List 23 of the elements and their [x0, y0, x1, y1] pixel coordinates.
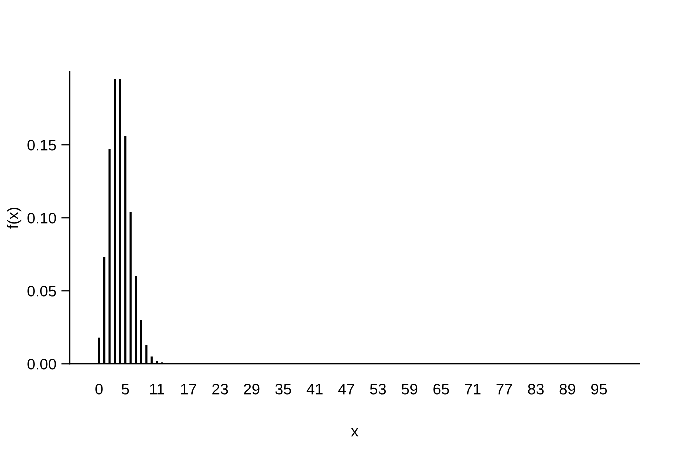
x-tick-label: 29	[244, 384, 260, 395]
y-axis-title: f(x)	[7, 208, 22, 229]
x-tick-label: 47	[338, 384, 354, 395]
x-tick-label: 77	[496, 384, 512, 395]
x-tick-label: 71	[465, 384, 481, 395]
x-tick-label: 59	[402, 384, 418, 395]
x-tick-label: 89	[560, 384, 576, 395]
x-tick-label: 5	[122, 384, 130, 395]
x-tick-label: 0	[96, 384, 103, 395]
y-tick-label: 0.10	[28, 212, 56, 224]
y-tick-label: 0.15	[28, 140, 56, 151]
x-tick-label: 17	[181, 384, 196, 395]
x-tick-label: 95	[591, 384, 608, 395]
x-tick-label: 41	[306, 384, 323, 395]
x-tick-label: 65	[434, 384, 450, 395]
x-tick-label: 53	[370, 384, 386, 395]
x-tick-label: 35	[276, 384, 292, 395]
x-tick-label: 83	[528, 384, 544, 395]
y-tick-label: 0.00	[28, 358, 56, 370]
x-tick-label: 23	[212, 384, 228, 395]
x-tick-label: 11	[150, 384, 164, 395]
x-axis-title: x	[351, 428, 359, 437]
y-tick-label: 0.05	[28, 286, 56, 297]
